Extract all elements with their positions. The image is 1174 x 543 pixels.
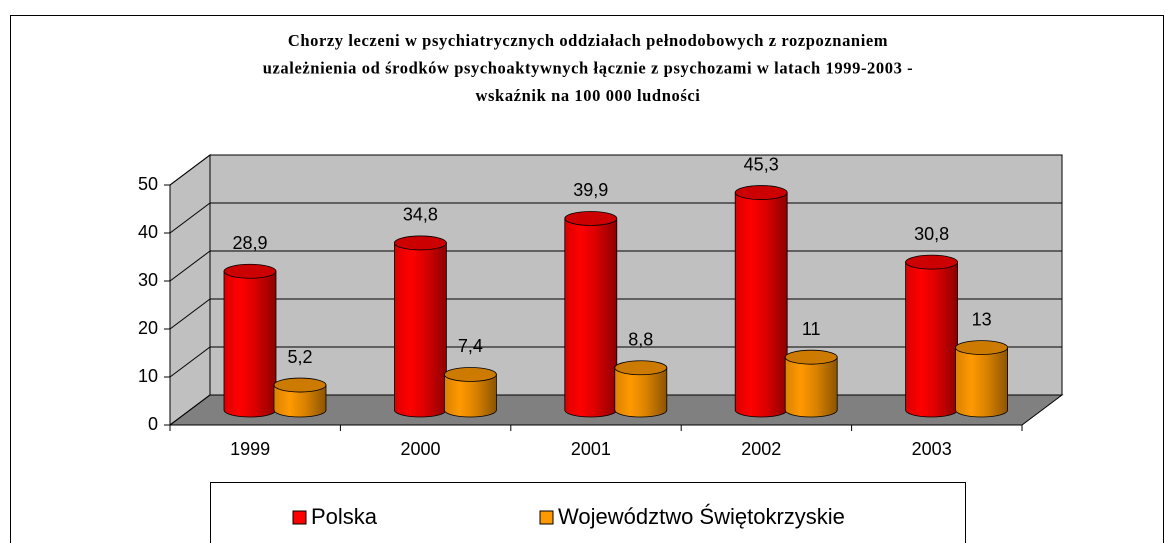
side-wall [169, 154, 211, 426]
y-tick-label: 30 [138, 270, 158, 290]
bar-top [273, 377, 327, 393]
bar-top [443, 367, 497, 382]
grid-line [169, 250, 211, 282]
grid-line [169, 394, 211, 426]
bar [614, 367, 668, 418]
bar-top [223, 263, 277, 279]
value-label: 28,9 [232, 233, 267, 253]
bar [223, 270, 277, 418]
chart-title: wskaźnik na 100 000 ludności [476, 86, 701, 105]
legend-box [210, 482, 966, 543]
value-label: 8,8 [628, 330, 653, 350]
x-tick-label: 2002 [741, 439, 781, 459]
bar [734, 192, 788, 418]
value-label: 34,8 [403, 205, 438, 225]
grid-line [169, 154, 211, 186]
y-tick-label: 0 [148, 414, 158, 434]
y-tick-label: 50 [138, 174, 158, 194]
legend-label: Województwo Świętokrzyskie [558, 504, 845, 529]
bar [273, 384, 327, 418]
bar [955, 347, 1008, 418]
grid-line [169, 298, 211, 330]
bar-top [955, 340, 1008, 356]
value-label: 45,3 [744, 154, 779, 174]
x-tick-label: 2003 [912, 439, 952, 459]
x-tick-label: 2000 [400, 439, 440, 459]
bar [905, 261, 958, 418]
bar-top [905, 254, 958, 270]
x-tick-label: 2001 [571, 439, 611, 459]
chart-title: uzależnienia od środków psychoaktywnych … [263, 58, 914, 77]
bar [394, 242, 447, 418]
value-label: 39,9 [573, 180, 608, 200]
value-label: 5,2 [287, 347, 312, 367]
legend-label: Polska [311, 504, 378, 529]
legend-swatch [292, 510, 307, 525]
value-label: 30,8 [914, 224, 949, 244]
value-label: 13 [972, 309, 992, 329]
y-tick-label: 40 [138, 222, 158, 242]
bar [784, 356, 838, 418]
bar [564, 218, 618, 418]
grid-line [169, 346, 211, 378]
bar [444, 374, 497, 418]
chart-title: Chorzy leczeni w psychiatrycznych oddzia… [288, 31, 888, 50]
y-tick-label: 20 [138, 318, 158, 338]
bar-top [784, 349, 838, 365]
legend-swatch [539, 510, 554, 525]
grid-line [169, 202, 211, 234]
y-tick-label: 10 [138, 366, 158, 386]
value-label: 7,4 [458, 336, 483, 356]
bar-top [734, 185, 788, 200]
value-label: 11 [802, 319, 821, 339]
bar-top [564, 211, 618, 226]
bar-top [393, 235, 447, 251]
x-tick-label: 1999 [230, 439, 270, 459]
bar-top [614, 360, 668, 376]
